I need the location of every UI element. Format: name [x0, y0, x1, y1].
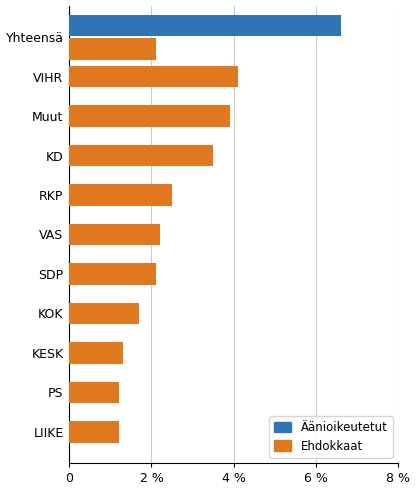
Bar [69, 15, 341, 36]
Legend: Äänioikeutetut, Ehdokkaat: Äänioikeutetut, Ehdokkaat [269, 416, 393, 458]
Bar [69, 263, 156, 285]
Bar [69, 66, 238, 87]
Bar [69, 302, 139, 324]
Bar [69, 382, 119, 403]
Bar [69, 105, 230, 127]
Bar [69, 184, 172, 206]
Bar [69, 38, 156, 59]
Bar [69, 223, 160, 246]
Bar [69, 342, 123, 364]
Bar [69, 145, 213, 166]
Bar [69, 421, 119, 443]
